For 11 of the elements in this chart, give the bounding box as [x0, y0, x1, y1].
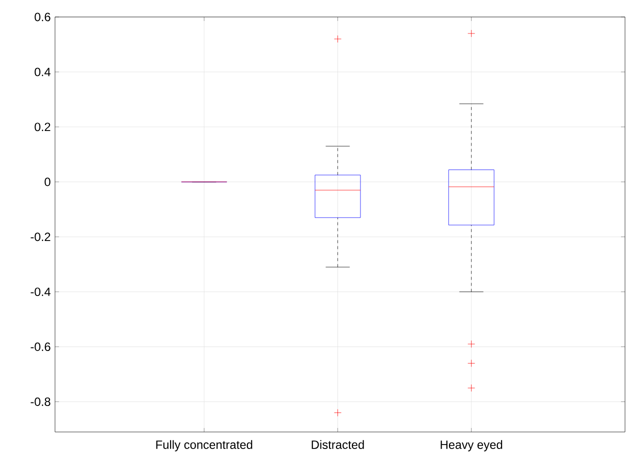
y-tick-label: -0.4 — [30, 288, 50, 296]
x-tick-label: Heavy eyed — [440, 440, 502, 452]
y-tick-label: -0.2 — [30, 232, 50, 242]
y-tick-label: 0.4 — [34, 68, 50, 76]
y-tick-label: 0.2 — [34, 122, 50, 132]
y-tick-label: -0.8 — [30, 398, 50, 406]
y-tick-label: 0 — [44, 178, 50, 186]
x-tick-label: Fully concentrated — [156, 440, 252, 452]
y-tick-label: 0.6 — [34, 12, 50, 22]
y-tick-label: -0.6 — [30, 342, 50, 352]
x-tick-label: Distracted — [312, 440, 364, 449]
